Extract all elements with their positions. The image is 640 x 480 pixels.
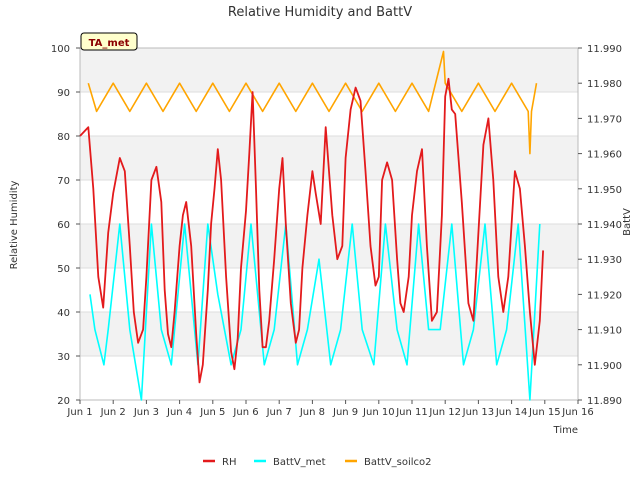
x-axis: Jun 1 Jun 2 Jun 3 Jun 4 Jun 5 Jun 6 Jun 7 Jun 8… (66, 400, 594, 418)
y-left-tick-label: 40 (57, 308, 70, 319)
y-left-tick-label: 100 (51, 44, 70, 55)
x-tick-label: Jun 10 (362, 407, 395, 418)
x-tick-label: Jun 16 (561, 407, 594, 418)
x-tick-label: Jun 12 (428, 407, 461, 418)
x-tick-label: Jun 13 (462, 407, 495, 418)
y-left-tick-label: 60 (57, 220, 70, 231)
x-tick-label: Jun 14 (495, 407, 528, 418)
y-right-tick-label: 11.960 (587, 150, 622, 161)
series-line-battv-soilco2 (87, 50, 538, 155)
y-left-tick-label: 20 (57, 396, 70, 407)
y-right-tick-label: 11.980 (587, 79, 622, 90)
y-axis-right: 11.890 11.900 11.910 11.920 11.930 11.940 11.9… (578, 44, 622, 407)
y-left-tick-label: 70 (57, 176, 70, 187)
legend-label: BattV_soilco2 (364, 457, 432, 468)
x-tick-label: Jun 3 (133, 407, 159, 418)
y-right-tick-label: 11.990 (587, 44, 622, 55)
x-tick-label: Jun 4 (166, 407, 192, 418)
x-tick-label: Jun 8 (299, 407, 325, 418)
y-right-tick-label: 11.970 (587, 114, 622, 125)
x-tick-label: Jun 15 (528, 407, 561, 418)
x-tick-label: Jun 7 (266, 407, 292, 418)
annotation-label: TA_met (89, 38, 130, 49)
x-axis-label: Time (553, 425, 578, 436)
y-right-tick-label: 11.890 (587, 396, 622, 407)
y-left-tick-label: 50 (57, 264, 70, 275)
legend-label: RH (222, 457, 236, 468)
y-axis-left: 20 30 40 50 60 70 80 90 100 (51, 44, 80, 407)
chart-title: Relative Humidity and BattV (228, 5, 412, 20)
y-axis-right-label: BattV (622, 208, 633, 236)
y-left-tick-label: 90 (57, 88, 70, 99)
y-right-tick-label: 11.930 (587, 255, 622, 266)
x-tick-label: Jun 6 (232, 407, 258, 418)
y-right-tick-label: 11.920 (587, 290, 622, 301)
y-right-tick-label: 11.940 (587, 220, 622, 231)
series-line-battv-met (89, 223, 541, 401)
y-right-tick-label: 11.910 (587, 326, 622, 337)
x-tick-label: Jun 1 (66, 407, 92, 418)
x-tick-label: Jun 9 (332, 407, 358, 418)
x-tick-label: Jun 2 (100, 407, 126, 418)
x-tick-label: Jun 5 (199, 407, 225, 418)
annotation-box: TA_met (80, 32, 138, 51)
y-right-tick-label: 11.950 (587, 185, 622, 196)
y-right-tick-label: 11.900 (587, 361, 622, 372)
plot-bands (80, 48, 578, 356)
y-axis-left-label: Relative Humidity (9, 181, 20, 270)
y-left-tick-label: 80 (57, 132, 70, 143)
legend-label: BattV_met (273, 457, 326, 468)
x-tick-label: Jun 11 (395, 407, 428, 418)
y-left-tick-label: 30 (57, 352, 70, 363)
legend: RH BattV_met BattV_soilco2 (203, 457, 432, 468)
plot-band (80, 48, 578, 92)
series-layer (79, 50, 544, 401)
series-line-rh (79, 77, 544, 384)
